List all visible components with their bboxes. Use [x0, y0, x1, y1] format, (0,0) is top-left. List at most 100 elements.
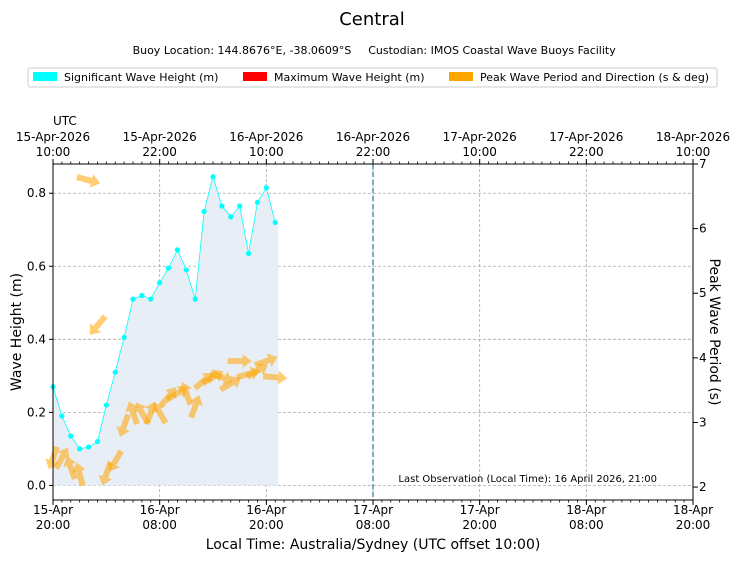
significant-wave-height-point: [201, 208, 207, 215]
peak-period-arrow: [209, 370, 234, 385]
top-axis-label: UTC: [53, 114, 77, 128]
top-tick-label-date: 16-Apr-2026: [336, 130, 410, 144]
significant-wave-height-point: [192, 296, 198, 302]
significant-wave-height-point: [139, 292, 145, 299]
significant-wave-height-point: [263, 185, 269, 191]
significant-wave-height-point: [272, 219, 278, 226]
significant-wave-height-point: [121, 334, 127, 341]
significant-wave-height-point: [174, 247, 181, 253]
significant-wave-height-point: [94, 438, 101, 445]
significant-wave-height-point: [165, 265, 172, 271]
top-tick-label-date: 15-Apr-2026: [16, 130, 90, 144]
x-tick-label-date: 17-Apr: [460, 503, 500, 517]
significant-wave-height-point: [112, 369, 118, 375]
y2-tick-label: 5: [699, 286, 707, 300]
legend-label-maximum: Maximum Wave Height (m): [274, 71, 425, 84]
legend: Significant Wave Height (m) Maximum Wave…: [27, 67, 718, 88]
y2-tick-label: 4: [699, 351, 707, 365]
significant-wave-height-point: [85, 444, 92, 450]
y2-tick-label: 6: [699, 222, 707, 236]
significant-wave-height-series: [50, 174, 278, 452]
y2-tick-label: 3: [699, 415, 707, 429]
significant-wave-height-point: [210, 174, 216, 180]
peak-period-arrow: [152, 402, 169, 425]
y-tick-label: 0.0: [27, 478, 46, 492]
top-tick-label-time: 10:00: [462, 145, 497, 159]
x-tick-label-time: 08:00: [569, 518, 604, 532]
y-tick-label: 0.2: [27, 405, 46, 419]
x-axis-label: Local Time: Australia/Sydney (UTC offset…: [206, 537, 541, 553]
significant-wave-height-point: [245, 250, 252, 257]
peak-period-arrow: [107, 449, 124, 472]
axis-ticks: 0.00.20.40.60.815-Apr20:0016-Apr08:0016-…: [16, 130, 730, 532]
x-tick-label-date: 17-Apr: [353, 503, 393, 517]
buoy-location: Buoy Location: 144.8676°E, -38.0609°S: [133, 44, 352, 57]
top-tick-label-time: 22:00: [356, 145, 391, 159]
y-axis-label: Wave Height (m): [9, 273, 25, 391]
x-tick-label-time: 08:00: [142, 518, 177, 532]
legend-label-significant: Significant Wave Height (m): [64, 71, 218, 84]
x-tick-label-date: 15-Apr: [33, 503, 73, 517]
significant-wave-height-point: [219, 203, 225, 209]
significant-wave-height-point: [68, 433, 74, 439]
legend-label-period: Peak Wave Period and Direction (s & deg): [480, 71, 709, 84]
x-tick-label-time: 20:00: [676, 518, 711, 532]
peak-period-arrow: [116, 413, 132, 437]
legend-swatch-maximum: [243, 72, 267, 81]
x-tick-label-date: 16-Apr: [140, 503, 180, 517]
x-tick-label-time: 08:00: [356, 518, 391, 532]
x-tick-label-date: 16-Apr: [246, 503, 286, 517]
last-observation-note: Last Observation (Local Time): 16 April …: [398, 474, 657, 485]
wave-height-fill-area: [53, 176, 279, 486]
peak-period-arrow: [89, 314, 108, 335]
top-tick-label-time: 22:00: [142, 145, 177, 159]
y-tick-label: 0.6: [27, 259, 46, 273]
significant-wave-height-point: [59, 413, 65, 419]
peak-period-arrow: [254, 353, 278, 369]
x-tick-label-time: 20:00: [462, 518, 497, 532]
peak-period-arrow: [227, 354, 252, 369]
y2-axis-label: Peak Wave Period (s): [706, 259, 722, 406]
significant-wave-height-point: [157, 280, 163, 286]
top-tick-label-time: 10:00: [676, 145, 711, 159]
top-tick-label-time: 10:00: [36, 145, 71, 159]
significant-wave-height-point: [103, 402, 109, 408]
significant-wave-height-point: [237, 203, 243, 209]
significant-wave-height-point: [228, 214, 234, 220]
legend-box: [27, 67, 718, 88]
peak-period-arrow: [53, 447, 70, 470]
significant-wave-height-point: [148, 296, 154, 302]
top-tick-label-date: 16-Apr-2026: [229, 130, 303, 144]
significant-wave-height-point: [254, 199, 261, 205]
peak-period-arrow: [245, 363, 268, 380]
significant-wave-height-point: [130, 296, 136, 302]
peak-period-arrow: [72, 462, 86, 487]
x-tick-label-date: 18-Apr: [673, 503, 713, 517]
x-tick-label-time: 20:00: [36, 518, 71, 532]
peak-period-arrow: [218, 376, 242, 393]
y-tick-label: 0.4: [27, 332, 46, 346]
y2-tick-label: 7: [699, 157, 707, 171]
peak-period-arrow: [63, 456, 78, 480]
wave-height-area: [53, 176, 279, 486]
y-tick-label: 0.8: [27, 186, 46, 200]
custodian: Custodian: IMOS Coastal Wave Buoys Facil…: [368, 44, 616, 57]
peak-period-arrow: [188, 395, 203, 419]
peak-period-direction-series: [45, 174, 288, 487]
significant-wave-height-point: [77, 446, 83, 452]
top-tick-label-date: 15-Apr-2026: [123, 130, 197, 144]
legend-swatch-period: [449, 72, 473, 81]
peak-period-arrow: [263, 370, 288, 385]
significant-wave-height-point: [183, 267, 189, 273]
legend-swatch-significant: [33, 72, 57, 81]
chart-title: Central: [339, 9, 405, 30]
top-tick-label-date: 18-Apr-2026: [656, 130, 730, 144]
y2-tick-label: 2: [699, 480, 707, 494]
top-tick-label-time: 22:00: [569, 145, 604, 159]
top-tick-label-date: 17-Apr-2026: [549, 130, 623, 144]
x-tick-label-date: 18-Apr: [566, 503, 606, 517]
x-tick-label-time: 20:00: [249, 518, 284, 532]
top-tick-label-date: 17-Apr-2026: [443, 130, 517, 144]
top-tick-label-time: 10:00: [249, 145, 284, 159]
